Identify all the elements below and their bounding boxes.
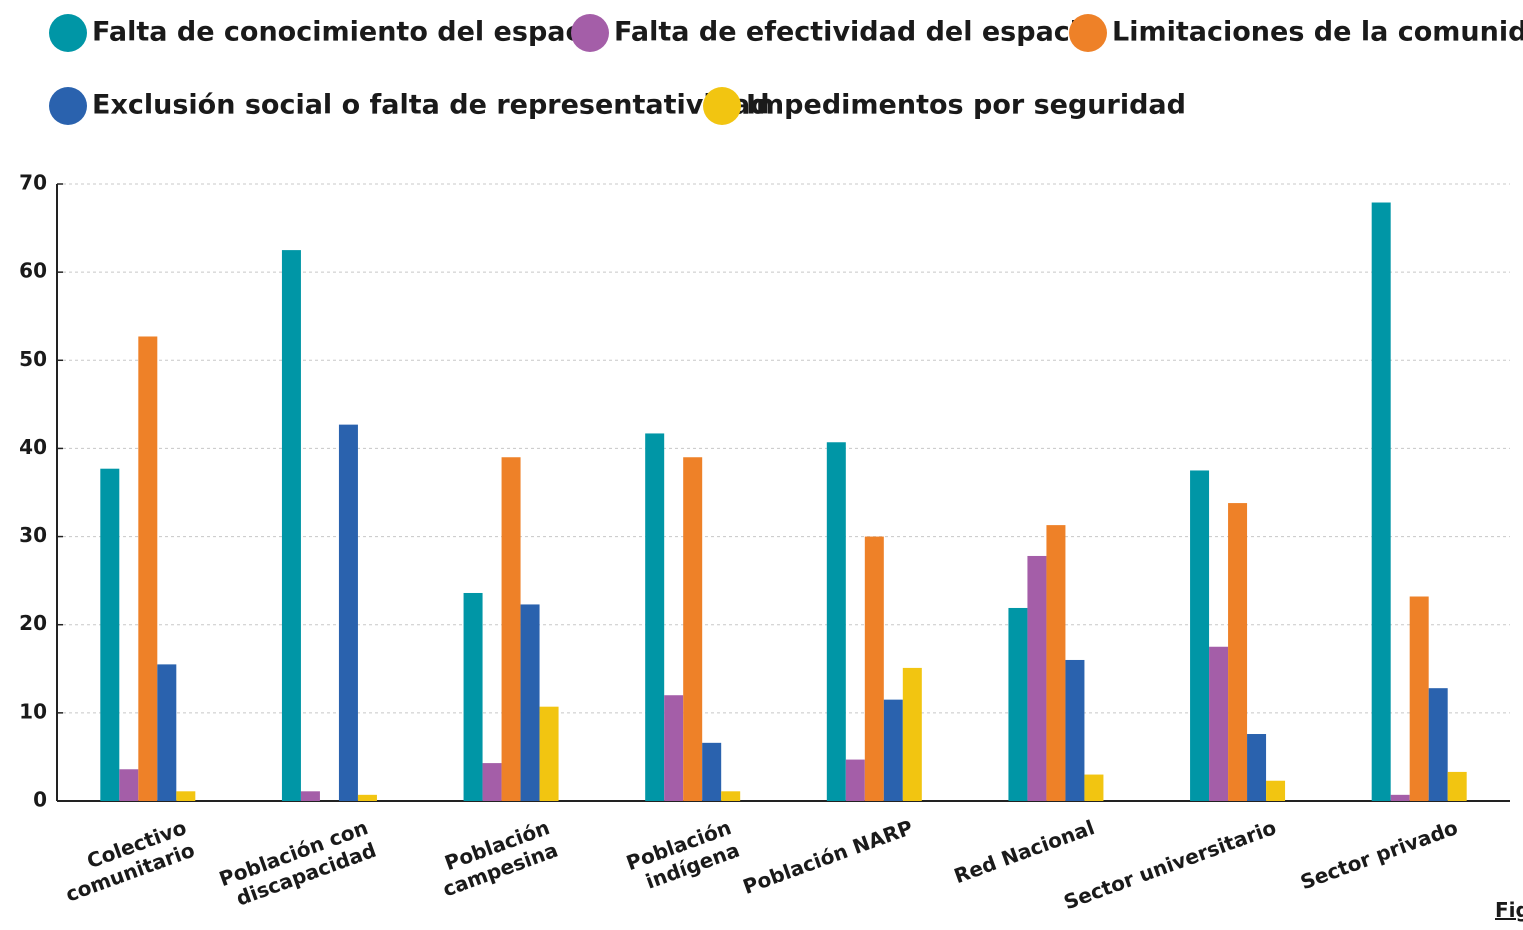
bar: [520, 604, 540, 801]
bar: [883, 699, 903, 801]
x-tick-label: Población condiscapacidad: [216, 815, 380, 914]
bar: [721, 791, 741, 801]
y-tick-label: 70: [19, 171, 47, 195]
bar: [1228, 503, 1248, 801]
y-tick-label: 20: [19, 611, 47, 635]
bar: [138, 336, 158, 801]
bar: [1390, 794, 1410, 801]
bar: [664, 695, 684, 801]
bar: [119, 769, 139, 801]
bar: [645, 433, 665, 801]
legend-label: Falta de conocimiento del espacio: [92, 17, 609, 48]
x-tick-label: Colectivocomunitario: [54, 815, 198, 906]
bar: [501, 457, 521, 801]
bar: [157, 664, 177, 801]
bar: [845, 759, 865, 801]
bar: [463, 592, 483, 801]
legend-swatch: [703, 87, 741, 125]
bar: [300, 791, 320, 801]
legend-swatch: [49, 87, 87, 125]
bar: [1046, 525, 1066, 801]
bar: [1065, 659, 1085, 801]
bar: [281, 250, 301, 801]
bar: [357, 794, 377, 801]
bar: [1008, 607, 1028, 801]
bar: [1084, 774, 1104, 801]
bar: [176, 791, 196, 801]
legend-label: Falta de efectividad del espacio: [614, 17, 1098, 48]
bar: [1409, 596, 1429, 801]
bar: [1266, 780, 1286, 801]
bar: [1247, 734, 1267, 801]
legend-label: Impedimentos por seguridad: [746, 90, 1186, 121]
bar: [683, 457, 703, 801]
bar: [539, 706, 559, 801]
bar: [1447, 771, 1467, 801]
legend-swatch: [49, 14, 87, 52]
legend-swatch: [1069, 14, 1107, 52]
x-tick-label: Población NARP: [740, 815, 916, 899]
figure-link[interactable]: Fig: [1495, 898, 1523, 922]
y-tick-label: 40: [19, 435, 47, 459]
legend-label: Exclusión social o falta de representati…: [92, 90, 770, 121]
x-tick-label: Poblaciónindígena: [623, 815, 743, 898]
bar: [482, 763, 502, 801]
x-tick-label: Sector privado: [1297, 815, 1461, 894]
bar: [826, 442, 846, 801]
y-tick-label: 50: [19, 347, 47, 371]
bar: [702, 742, 722, 801]
bar: [1209, 646, 1229, 801]
bar: [1027, 555, 1047, 801]
bar: [1371, 202, 1391, 801]
bar: [1428, 688, 1448, 801]
legend-swatch: [571, 14, 609, 52]
bar: [864, 536, 884, 801]
legend-label: Limitaciones de la comunidad: [1112, 17, 1523, 48]
bar: [100, 468, 120, 801]
bar: [338, 424, 358, 801]
bar: [1190, 470, 1210, 801]
x-tick-label: Poblacióncampesina: [431, 815, 561, 901]
y-tick-label: 30: [19, 523, 47, 547]
y-tick-label: 60: [19, 259, 47, 283]
x-tick-label: Red Nacional: [951, 815, 1098, 888]
y-tick-label: 10: [19, 699, 47, 723]
y-tick-label: 0: [33, 788, 47, 812]
bar: [902, 667, 922, 801]
